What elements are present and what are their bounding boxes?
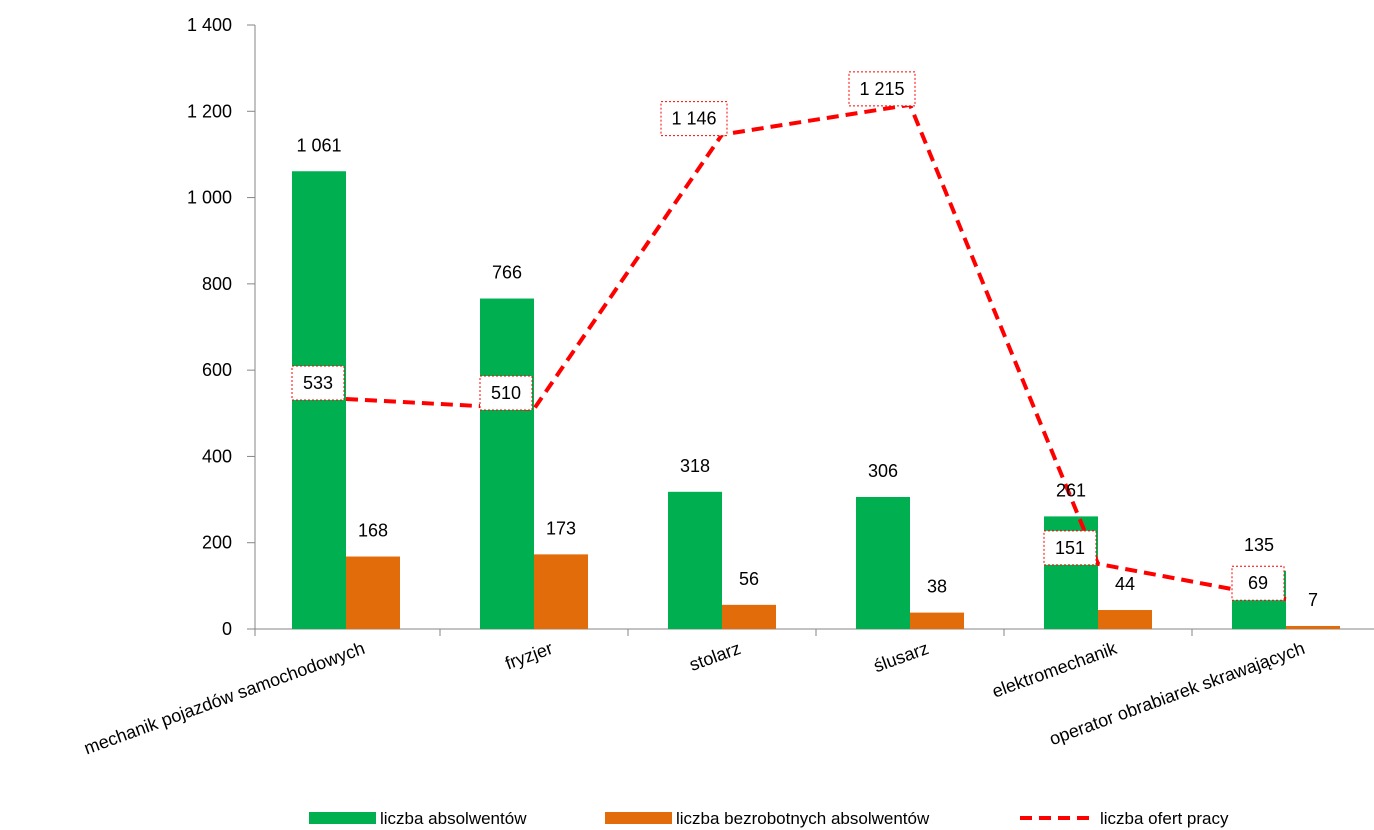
line-label-box [660, 101, 728, 137]
legend: liczba absolwentów liczba bezrobotnych ab… [309, 809, 1229, 828]
bar-value-label: 766 [492, 263, 522, 283]
y-tick-label: 0 [222, 619, 232, 639]
bar [346, 556, 400, 629]
legend-swatch [605, 812, 672, 824]
line-label-box [848, 71, 916, 107]
category-label: elektromechanik [989, 638, 1120, 702]
bar-value-label: 7 [1308, 590, 1318, 610]
line-value-label: 510 [491, 383, 521, 403]
line-label-box [1043, 530, 1097, 566]
legend-label: liczba ofert pracy [1100, 809, 1229, 828]
bar-value-label: 44 [1115, 574, 1135, 594]
line-label-box [291, 365, 345, 401]
bar [856, 496, 910, 629]
y-tick-label: 600 [202, 360, 232, 380]
y-tick-label: 200 [202, 533, 232, 553]
y-tick-label: 1 400 [187, 15, 232, 35]
y-tick-label: 1 000 [187, 188, 232, 208]
bar-value-label: 306 [868, 461, 898, 481]
data-labels: 1 061 766 318 306 261 135 168 173 56 38 44 7 533 510 1… [291, 71, 1318, 610]
bar-value-label: 261 [1056, 480, 1086, 500]
legend-label: liczba bezrobotnych absolwentów [676, 809, 930, 828]
legend-label: liczba absolwentów [380, 809, 527, 828]
bar [722, 604, 776, 629]
line-value-label: 69 [1248, 573, 1268, 593]
line-value-label: 151 [1055, 538, 1085, 558]
y-tick-label: 1 200 [187, 101, 232, 121]
y-tick-label: 400 [202, 446, 232, 466]
x-axis: mechanik pojazdów samochodowych fryzjer st… [81, 628, 1374, 758]
bar-value-label: 318 [680, 456, 710, 476]
line-value-label: 1 146 [671, 109, 716, 129]
bar [480, 298, 534, 629]
category-label: fryzjer [502, 638, 555, 674]
bar-value-label: 1 061 [296, 135, 341, 155]
bar [534, 554, 588, 629]
line-label-box [1231, 565, 1285, 601]
bar [1098, 610, 1152, 629]
line-value-label: 533 [303, 373, 333, 393]
bar [668, 491, 722, 629]
y-tick-label: 800 [202, 274, 232, 294]
line-label-box [479, 375, 533, 411]
legend-swatch [309, 812, 376, 824]
bar [1286, 625, 1340, 629]
bar-value-label: 56 [739, 569, 759, 589]
y-axis: 0 200 400 600 800 1 000 1 200 1 400 [187, 15, 256, 639]
category-label: mechanik pojazdów samochodowych [81, 638, 367, 758]
bar-value-label: 168 [358, 521, 388, 541]
bar-value-label: 173 [546, 518, 576, 538]
category-label: stolarz [687, 638, 744, 675]
category-label: ślusarz [871, 638, 931, 676]
bars [292, 171, 1340, 630]
bar [910, 612, 964, 629]
bar-value-label: 38 [927, 577, 947, 597]
bar-value-label: 135 [1244, 535, 1274, 555]
line-value-label: 1 215 [859, 79, 904, 99]
